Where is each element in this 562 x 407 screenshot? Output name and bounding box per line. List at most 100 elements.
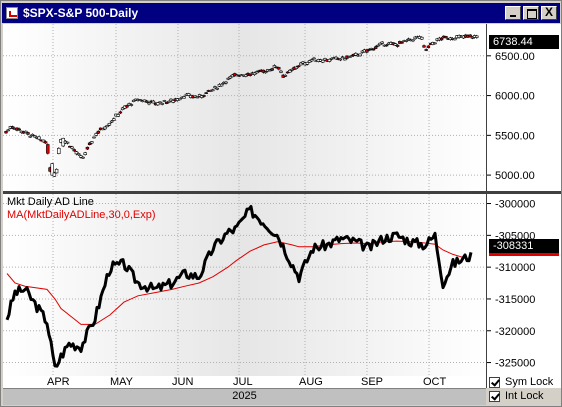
checkbox-checked-icon[interactable] [489, 391, 500, 402]
candle-body [411, 39, 415, 42]
candle-body [406, 38, 411, 41]
candle-body [43, 141, 48, 144]
candle-body [193, 95, 197, 98]
candle-body [296, 65, 301, 68]
candle-body [65, 141, 70, 144]
candle-body [138, 99, 142, 101]
price-pane[interactable] [3, 24, 486, 191]
candle-body [37, 136, 41, 140]
close-icon: X [544, 5, 553, 19]
candle-body [307, 60, 312, 63]
candle-body [32, 135, 37, 138]
minimize-icon [510, 15, 516, 17]
candle-body [312, 57, 316, 60]
candle-body [371, 48, 376, 51]
candle-body [376, 44, 380, 47]
candle-body [294, 66, 299, 69]
ad-tick-label: -300000 [495, 199, 535, 211]
ad-current-value: -308331 [489, 239, 559, 256]
candle-body [6, 129, 10, 132]
candle-body [169, 98, 173, 102]
candle-body [131, 99, 136, 102]
ad-tick-label: -315000 [495, 294, 535, 306]
candle-body [349, 55, 354, 57]
candle-body [404, 40, 409, 42]
close-button[interactable]: X [541, 5, 557, 20]
candle-body [125, 105, 129, 108]
month-label: MAY [110, 376, 134, 388]
candle-body [380, 41, 384, 44]
price-chart [3, 24, 486, 191]
candle-body [72, 149, 76, 152]
candle-body [424, 49, 428, 51]
candle-body [358, 53, 362, 57]
candle-body [158, 101, 162, 104]
candle-body [178, 98, 182, 101]
candle-body [285, 71, 290, 74]
candle-body [224, 81, 228, 84]
chart-area[interactable]: 6500.00 6000.00 5500.00 5000.00 6738.44 [3, 24, 561, 388]
candle-body [28, 135, 32, 138]
maximize-button[interactable] [523, 6, 539, 20]
title-bar[interactable]: $SPX-S&P 500-Daily X [2, 3, 560, 23]
candle-body [112, 118, 116, 121]
price-current-value: 6738.44 [489, 35, 559, 49]
candle-body [26, 132, 30, 135]
candle-body [340, 56, 345, 59]
candle-body [162, 100, 167, 102]
ma-label: MA(MktDailyADLine,30,0,Exp) [7, 209, 156, 221]
candle-body [54, 168, 59, 174]
ad-line [5, 205, 473, 368]
month-label: JUN [172, 376, 194, 388]
price-tick-label: 5000.00 [495, 170, 535, 182]
candle-body [156, 102, 160, 106]
sym-lock-label: Sym Lock [505, 376, 554, 388]
candle-body [343, 58, 347, 61]
candle-body [50, 163, 54, 176]
candle-body [92, 136, 96, 139]
candle-body [147, 102, 151, 105]
ad-line-chart [3, 194, 486, 388]
minimize-button[interactable] [505, 6, 521, 20]
candle-body [470, 37, 475, 39]
int-lock-label: Int Lock [505, 390, 544, 402]
month-label: OCT [423, 376, 447, 388]
candle-body [277, 67, 281, 70]
ad-line-pane[interactable] [3, 194, 486, 388]
candle-body [76, 153, 81, 156]
candle-body [393, 43, 398, 46]
candle-body [96, 130, 101, 134]
year-bar: 2025 [3, 388, 486, 405]
candle-body [70, 146, 74, 149]
candle-body [151, 100, 156, 104]
candle-body [453, 38, 457, 41]
candle-body [213, 86, 217, 89]
candle-body [171, 100, 175, 103]
candle-body [211, 89, 215, 92]
ad-axis[interactable]: -300000 -305000 -310000 -315000 -320000 -3250… [486, 194, 561, 388]
checkbox-checked-icon[interactable] [489, 377, 500, 388]
date-axis[interactable]: APR MAY JUN JUL AUG SEP OCT [3, 376, 486, 388]
candle-body [81, 156, 85, 159]
candle-body [195, 96, 200, 99]
ad-tick-label: -320000 [495, 326, 535, 338]
candle-body [17, 128, 21, 131]
candle-body [305, 61, 310, 65]
candle-body [87, 142, 92, 146]
candle-body [202, 95, 206, 97]
price-axis[interactable]: 6500.00 6000.00 5500.00 5000.00 [486, 24, 561, 191]
candle-body [4, 131, 8, 134]
ad-tick-label: -325000 [495, 358, 535, 370]
candle-body [74, 151, 79, 155]
candle-body [107, 123, 112, 126]
candle-body [323, 58, 327, 61]
pane-divider[interactable] [3, 191, 561, 194]
candle-body [90, 141, 94, 144]
candle-body [310, 59, 314, 62]
candle-body [167, 100, 171, 103]
window-title: $SPX-S&P 500-Daily [23, 6, 139, 20]
candle-body [400, 41, 404, 44]
candle-body [384, 44, 389, 47]
candle-body [422, 45, 426, 48]
